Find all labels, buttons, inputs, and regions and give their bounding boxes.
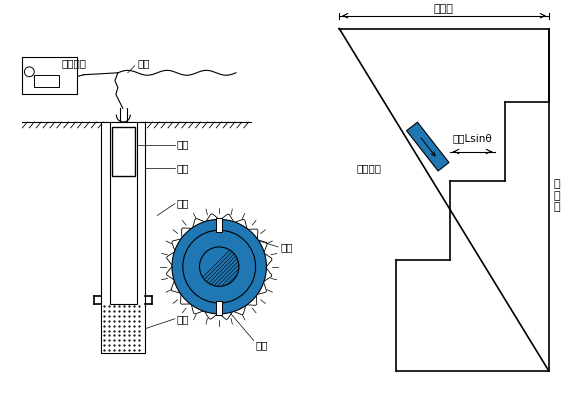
Text: 电缆: 电缆	[138, 58, 150, 68]
Circle shape	[183, 230, 256, 303]
Bar	[22, 57, 77, 95]
Bar	[112, 127, 134, 176]
Bar	[101, 122, 145, 353]
Bar	[34, 75, 59, 87]
Text: 回填: 回填	[177, 314, 189, 324]
Text: 钻孔: 钻孔	[177, 163, 189, 173]
Text: 测读间距: 测读间距	[357, 163, 382, 173]
Bar	[216, 301, 222, 315]
Text: 测读设备: 测读设备	[62, 58, 87, 68]
Bar	[110, 122, 137, 304]
Bar	[216, 218, 222, 232]
Circle shape	[200, 247, 239, 286]
Polygon shape	[406, 122, 449, 171]
Text: 导槽: 导槽	[280, 242, 293, 252]
Text: 导管: 导管	[177, 199, 189, 209]
Text: 原
准
线: 原 准 线	[554, 179, 560, 212]
Text: 测头: 测头	[177, 139, 189, 150]
Text: 位移Lsinθ: 位移Lsinθ	[453, 133, 492, 143]
Text: 导轮: 导轮	[256, 340, 268, 350]
Circle shape	[172, 220, 266, 314]
Text: 总位移: 总位移	[433, 4, 453, 14]
